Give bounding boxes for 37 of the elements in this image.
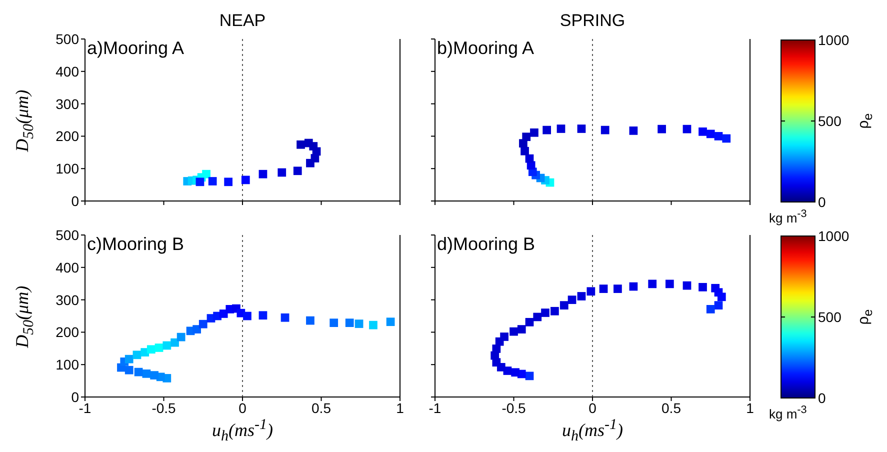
x-tick-label: 0.5 — [312, 400, 332, 416]
color-bar-label: 500 — [818, 113, 842, 129]
y-tick-label: 400 — [56, 259, 80, 276]
x-tick-label: 0 — [588, 400, 597, 416]
x-axis-title: u$_{h}$(ms$^{-1}$) — [561, 417, 624, 446]
x-tick-label: 0 — [238, 400, 247, 416]
y-tick-label: 200 — [56, 128, 80, 144]
x-tick-label: 1 — [396, 400, 404, 416]
x-tick-label: -0.5 — [502, 400, 526, 416]
color-bar-label: 0 — [818, 194, 826, 210]
y-tick-label: 500 — [56, 30, 80, 47]
y-tick-label: 0 — [71, 192, 80, 209]
annotation: d)Mooring B — [437, 234, 536, 255]
y-tick-label: 400 — [56, 63, 80, 80]
annotation: a)Mooring A — [87, 38, 184, 59]
y-tick-label: 500 — [56, 226, 80, 243]
y-tick-label: 100 — [56, 160, 80, 177]
x-tick-label: -1 — [428, 400, 442, 416]
x-tick-label: 0.5 — [662, 400, 682, 416]
chart-title: SPRING — [558, 11, 626, 31]
y-tick-label: 100 — [56, 356, 80, 373]
x-tick-label: -0.5 — [152, 400, 176, 416]
text: kg m$^{-3}$ — [769, 404, 807, 422]
y-tick-label: 0 — [71, 388, 80, 405]
annotation: b)Mooring A — [437, 38, 534, 59]
y-tick-label: 300 — [56, 292, 80, 308]
color-bar-label: 500 — [818, 309, 842, 325]
text: kg m$^{-3}$ — [769, 208, 807, 226]
chart-title: NEAP — [218, 11, 267, 31]
x-tick-label: -1 — [78, 400, 92, 416]
y-tick-label: 300 — [56, 96, 80, 112]
x-axis-title: u$_{h}$(ms$^{-1}$) — [211, 417, 274, 446]
x-tick-label: 1 — [746, 400, 754, 416]
annotation: c)Mooring B — [87, 234, 184, 255]
color-bar-label: 1000 — [818, 228, 850, 244]
color-bar-label: 1000 — [818, 32, 850, 48]
y-tick-label: 200 — [56, 324, 80, 340]
